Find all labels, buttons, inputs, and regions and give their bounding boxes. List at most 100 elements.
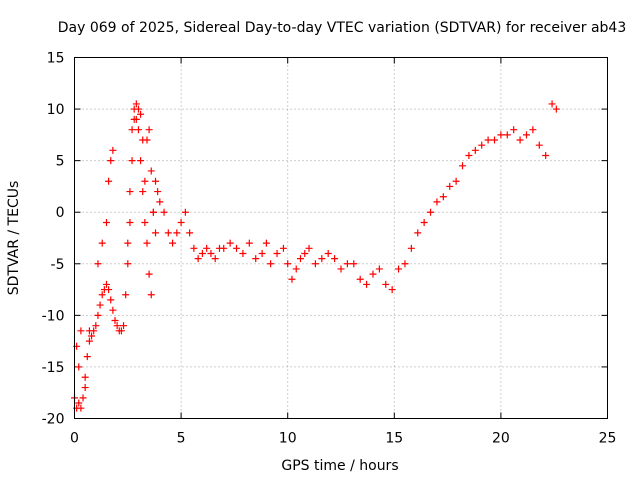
data-point: [459, 162, 467, 170]
data-point: [96, 301, 104, 309]
data-point: [77, 404, 85, 412]
data-point: [120, 322, 128, 330]
y-tick-label: -15: [42, 360, 65, 376]
data-points: [71, 100, 560, 412]
data-point: [109, 306, 117, 314]
data-point: [181, 208, 189, 216]
data-point: [152, 229, 160, 237]
data-point: [85, 337, 93, 345]
data-point: [107, 296, 115, 304]
data-point: [350, 260, 358, 268]
data-point: [81, 384, 89, 392]
data-point: [484, 136, 492, 144]
grid-lines: [74, 57, 608, 419]
data-point: [439, 193, 447, 201]
data-point: [124, 260, 132, 268]
data-point: [194, 255, 202, 263]
data-point: [491, 136, 499, 144]
data-point: [324, 249, 332, 257]
data-point: [288, 275, 296, 283]
data-point: [122, 291, 130, 299]
y-tick-label: -20: [42, 412, 65, 428]
data-point: [407, 244, 415, 252]
data-point: [134, 105, 142, 113]
data-point: [211, 255, 219, 263]
data-point: [433, 198, 441, 206]
x-tick-label: 25: [599, 431, 617, 447]
x-axis-label: GPS time / hours: [281, 458, 398, 474]
data-point: [111, 317, 119, 325]
data-point: [88, 332, 96, 340]
y-axis-label: SDTVAR / TECUs: [6, 181, 22, 296]
x-tick-label: 10: [279, 431, 297, 447]
plot-frame: [74, 57, 608, 419]
x-tick-label: 5: [177, 431, 186, 447]
data-point: [465, 151, 473, 159]
data-point: [169, 239, 177, 247]
data-point: [503, 131, 511, 139]
data-point: [535, 141, 543, 149]
y-tick-label: 0: [56, 205, 65, 221]
data-point: [75, 363, 83, 371]
tick-labels: 0 5 10 15 20 25 -20 -15 -10 -5 0 5 10 15: [42, 51, 617, 447]
data-point: [226, 239, 234, 247]
y-tick-label: 5: [56, 154, 65, 170]
data-point: [85, 327, 93, 335]
data-point: [337, 265, 345, 273]
data-point: [427, 208, 435, 216]
y-tick-label: -5: [51, 257, 65, 273]
data-point: [145, 126, 153, 134]
data-point: [149, 208, 157, 216]
data-point: [124, 239, 132, 247]
data-point: [207, 249, 215, 257]
data-point: [552, 105, 560, 113]
data-point: [446, 182, 454, 190]
data-point: [258, 249, 266, 257]
data-point: [94, 260, 102, 268]
data-point: [137, 110, 145, 118]
data-point: [471, 146, 479, 154]
data-point: [128, 157, 136, 165]
data-point: [143, 136, 151, 144]
data-point: [126, 219, 134, 227]
data-point: [164, 229, 172, 237]
data-point: [292, 265, 300, 273]
data-point: [198, 249, 206, 257]
data-point: [92, 322, 100, 330]
data-point: [262, 239, 270, 247]
data-point: [139, 188, 147, 196]
data-point: [79, 394, 87, 402]
data-point: [173, 229, 181, 237]
data-point: [239, 249, 247, 257]
data-point: [126, 188, 134, 196]
data-point: [331, 255, 339, 263]
data-point: [154, 188, 162, 196]
data-point: [233, 244, 241, 252]
data-point: [105, 286, 113, 294]
data-point: [128, 126, 136, 134]
data-point: [395, 265, 403, 273]
data-point: [343, 260, 351, 268]
data-point: [267, 260, 275, 268]
data-point: [130, 115, 138, 123]
data-point: [369, 270, 377, 278]
data-point: [145, 270, 153, 278]
data-point: [296, 255, 304, 263]
data-point: [273, 249, 281, 257]
data-point: [147, 167, 155, 175]
data-point: [190, 244, 198, 252]
data-point: [137, 157, 145, 165]
x-tick-label: 0: [70, 431, 79, 447]
data-point: [529, 126, 537, 134]
data-point: [516, 136, 524, 144]
data-point: [98, 291, 106, 299]
data-point: [203, 244, 211, 252]
data-point: [75, 399, 83, 407]
x-tick-label: 20: [492, 431, 510, 447]
chart-title: Day 069 of 2025, Sidereal Day-to-day VTE…: [58, 20, 627, 36]
data-point: [542, 151, 550, 159]
data-point: [102, 219, 110, 227]
data-point: [152, 177, 160, 185]
data-point: [113, 322, 121, 330]
data-point: [117, 327, 125, 335]
